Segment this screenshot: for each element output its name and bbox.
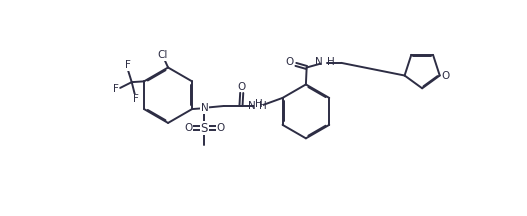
Text: O: O: [286, 57, 294, 67]
Text: S: S: [201, 122, 208, 135]
Text: H: H: [259, 101, 267, 111]
Text: Cl: Cl: [158, 50, 168, 60]
Text: F: F: [133, 94, 139, 104]
Text: N: N: [315, 57, 323, 67]
Text: O: O: [184, 123, 192, 133]
Text: H: H: [327, 57, 335, 67]
Text: F: F: [125, 60, 131, 70]
Text: O: O: [217, 123, 225, 133]
Text: O: O: [442, 71, 450, 81]
Text: N: N: [200, 103, 208, 113]
Text: F: F: [113, 84, 119, 94]
Text: N: N: [248, 101, 256, 111]
Text: O: O: [238, 82, 246, 92]
Text: H: H: [255, 99, 262, 109]
